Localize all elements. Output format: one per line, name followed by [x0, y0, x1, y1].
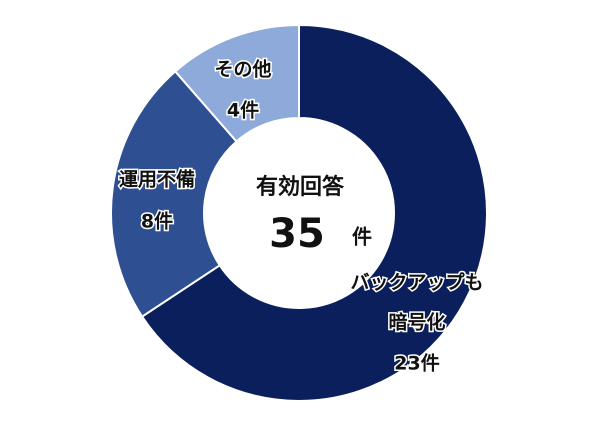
slice-label-operation: 運用不備 — [119, 168, 195, 191]
donut-slice-2 — [173, 23, 300, 143]
slice-label-backup-line1: バックアップも — [350, 271, 483, 294]
donut-slice-1 — [110, 70, 238, 318]
center-title: 有効回答 — [256, 174, 345, 200]
donut-slice-0 — [140, 23, 488, 402]
slice-label-backup-line2: 暗号化 — [388, 311, 445, 334]
slice-count-backup: 23件 — [394, 352, 439, 375]
center-unit: 件 — [352, 225, 372, 249]
center-value: 35 — [269, 211, 325, 257]
slice-count-operation: 8件 — [141, 210, 173, 233]
slice-label-other: その他 — [214, 58, 271, 81]
slice-count-other: 4件 — [227, 99, 259, 122]
